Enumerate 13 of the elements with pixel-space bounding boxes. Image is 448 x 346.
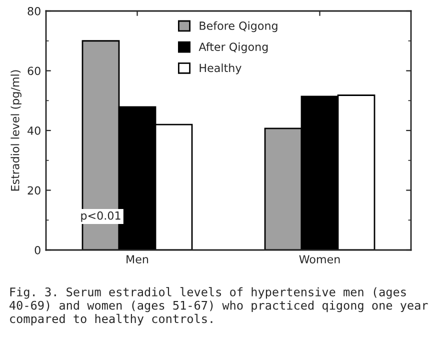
x-tick-label: Women xyxy=(299,255,340,264)
y-axis-title: Estradiol level (pg/ml) xyxy=(10,70,22,191)
annotation: p<0.01 xyxy=(81,211,120,222)
y-tick-label: 0 xyxy=(34,246,40,254)
y-tick-label: 60 xyxy=(28,66,40,76)
x-tick-label: Men xyxy=(126,255,148,264)
caption: Fig. 3. Serum estradiol levels of hypertensive men (ages 40-69) and women (ages 51-67) who practiced qigong one year compared to healthy controls. xyxy=(10,287,428,326)
legend-label: Healthy xyxy=(200,64,242,74)
legend-label: Before Qigong xyxy=(200,21,278,32)
legend-label: After Qigong xyxy=(198,42,268,54)
y-tick-label: 20 xyxy=(28,186,40,195)
y-tick-label: 40 xyxy=(28,126,40,135)
y-tick-label: 80 xyxy=(28,6,40,16)
